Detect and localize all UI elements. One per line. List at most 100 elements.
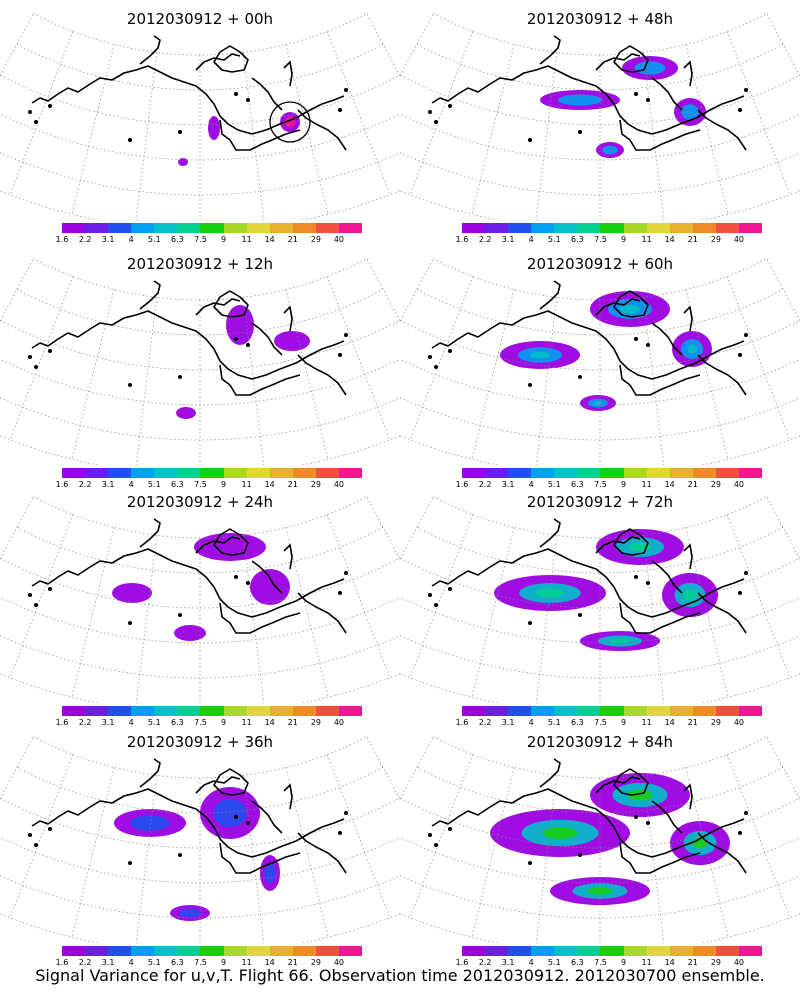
colorbar-swatch: [623, 223, 647, 233]
island: [33, 365, 38, 370]
island: [234, 575, 239, 580]
island: [646, 581, 651, 586]
island: [337, 591, 342, 596]
meridian-line: [471, 44, 515, 215]
coastline-segment: [539, 280, 561, 310]
coastline-segment: [139, 35, 161, 65]
colorbar-tick-label: 2.2: [78, 235, 92, 244]
coastline-segment: [683, 544, 693, 570]
island: [447, 587, 452, 592]
coastline: [427, 280, 748, 396]
colorbar-swatch: [269, 223, 293, 233]
latitude-line: [16, 527, 384, 574]
colorbar-swatch: [692, 223, 716, 233]
colorbar-swatch: [131, 468, 155, 478]
island: [528, 861, 533, 866]
colorbar-swatch: [315, 468, 339, 478]
colorbar-swatch: [485, 706, 509, 716]
coastline-segment: [195, 53, 241, 71]
island: [578, 853, 583, 858]
island: [343, 333, 348, 338]
colorbar-swatch: [131, 223, 155, 233]
variance-contour: [593, 401, 603, 405]
meridian-line: [135, 535, 158, 703]
colorbar-swatch: [315, 223, 339, 233]
colorbar-tick-label: 7.5: [594, 235, 607, 244]
colorbar-swatch: [554, 468, 578, 478]
variance-contour: [610, 638, 630, 644]
coastline-segment: [213, 528, 249, 556]
meridian-line: [535, 535, 558, 703]
variance-contour: [558, 94, 602, 106]
colorbar-tick-label: 4: [128, 958, 134, 967]
latitude-line: [416, 767, 784, 814]
map-panel-72h: 2012030912 + 72h 1.6 2.2 3.1 4 5.1 6.3 7.5 9 11 1…: [400, 483, 800, 728]
colorbar-swatch: [577, 706, 601, 716]
figure-caption: Signal Variance for u,v,T. Flight 66. Ob…: [35, 966, 765, 985]
colorbar-swatch: [338, 223, 363, 233]
colorbar-tick-label: 4: [128, 718, 134, 727]
map-domain: [400, 13, 800, 220]
meridian-line: [135, 52, 158, 220]
colorbar-tick-label: 4: [128, 235, 134, 244]
meridian-line: [9, 514, 74, 678]
coastline-segment: [431, 548, 745, 618]
latitude-line: [400, 797, 800, 849]
coastline-segment: [683, 784, 693, 810]
colorbar-tick-label: 14: [664, 958, 675, 967]
meridian-line: [685, 44, 729, 215]
colorbar: [462, 223, 763, 233]
colorbar: [462, 706, 763, 716]
variance-field: [176, 305, 310, 419]
island: [33, 843, 38, 848]
colorbar-ticks: 1.6 2.2 3.1 4 5.1 6.3 7.5 9 11 14 21 29 40: [456, 718, 762, 728]
meridian-line: [409, 31, 474, 195]
coastline-segment: [195, 776, 241, 794]
colorbar-tick-label: 11: [641, 235, 652, 244]
island: [178, 613, 183, 618]
colorbar-tick-label: 6.3: [571, 480, 584, 489]
coastline-segment: [251, 322, 283, 356]
graticule: [400, 735, 800, 943]
graticule: [400, 495, 800, 703]
island: [343, 811, 348, 816]
coastline-segment: [619, 119, 701, 151]
map-panel-24h: 2012030912 + 24h 1.6 2.2 3.1 4 5.1 6.3 7.5 9 11 1…: [0, 483, 400, 728]
colorbar-swatch: [200, 946, 224, 956]
variance-contour: [179, 908, 201, 918]
island: [178, 375, 183, 380]
coastline-segment: [219, 119, 301, 151]
island: [178, 853, 183, 858]
variance-contour: [683, 589, 697, 601]
colorbar-tick-label: 29: [310, 480, 321, 489]
colorbar-tick-label: 1.6: [55, 235, 69, 244]
colorbar-swatch: [338, 946, 363, 956]
meridian-line: [535, 297, 558, 465]
colorbar-swatch: [623, 468, 647, 478]
colorbar-tick-label: 14: [264, 235, 275, 244]
colorbar-tick-label: 5.1: [147, 235, 161, 244]
island: [528, 621, 533, 626]
colorbar-tick-label: 4: [128, 480, 134, 489]
colorbar-tick-label: 5.1: [547, 235, 561, 244]
colorbar-swatch: [223, 468, 247, 478]
coastline-segment: [651, 800, 683, 834]
island: [47, 104, 52, 109]
variance-field: [500, 291, 712, 411]
coastline-segment: [251, 77, 283, 111]
colorbar-tick-label: 29: [310, 235, 321, 244]
variance-contour: [130, 815, 170, 831]
latitude-line: [0, 319, 400, 371]
colorbar-swatch: [738, 223, 763, 233]
map-panel-36h: 2012030912 + 36h 1.6 2.2 3.1 4 5.1 6.3 7.5 9 11 1…: [0, 723, 400, 968]
polar-map: [400, 12, 800, 220]
meridian-line: [642, 535, 665, 703]
latitude-line: [0, 875, 400, 919]
colorbar-swatch: [62, 706, 86, 716]
island: [634, 815, 639, 820]
latitude-line: [400, 319, 800, 371]
coastline-segment: [219, 842, 301, 874]
meridian-line: [685, 767, 729, 938]
polar-map: [0, 735, 400, 943]
island: [337, 353, 342, 358]
